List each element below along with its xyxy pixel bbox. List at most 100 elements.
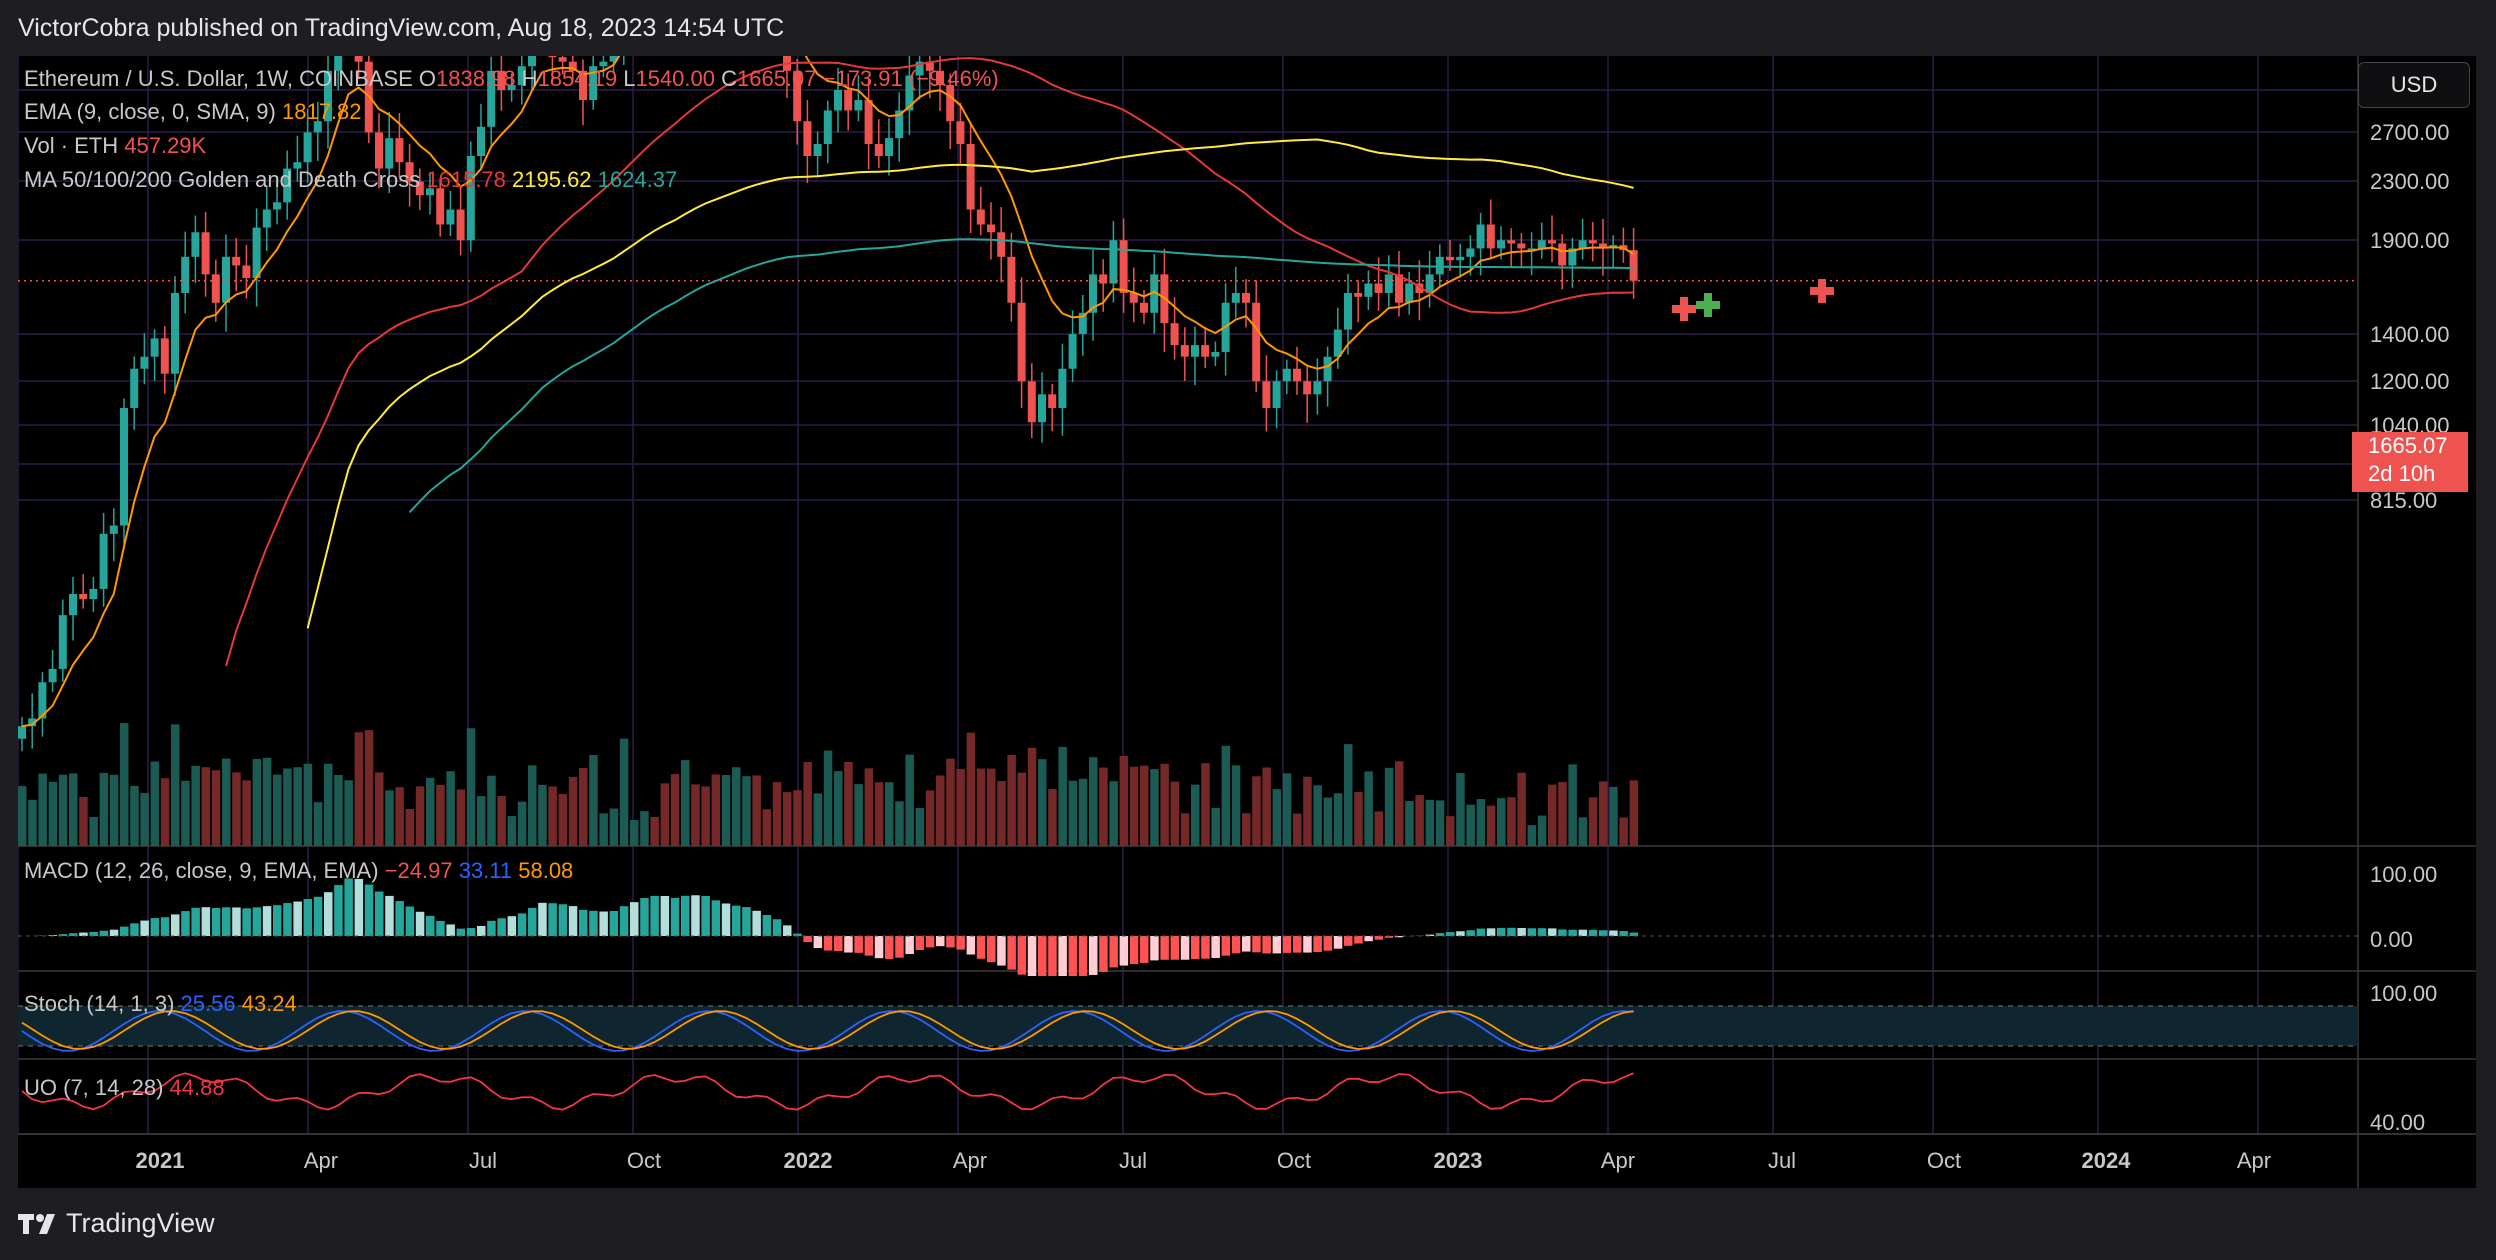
candle[interactable]: [997, 232, 1006, 257]
candle[interactable]: [1425, 274, 1434, 293]
candle[interactable]: [28, 718, 37, 727]
candle[interactable]: [905, 75, 914, 111]
candle[interactable]: [283, 168, 292, 203]
candle[interactable]: [874, 143, 883, 157]
candle[interactable]: [844, 90, 853, 111]
candle[interactable]: [466, 156, 475, 241]
candle[interactable]: [1150, 274, 1159, 313]
candle[interactable]: [1170, 323, 1179, 346]
chart-canvas[interactable]: Ethereum / U.S. Dollar, 1W, COINBASE O18…: [18, 56, 2476, 1188]
candle[interactable]: [1272, 381, 1281, 408]
candle[interactable]: [599, 61, 608, 67]
candle[interactable]: [1007, 256, 1016, 303]
candle[interactable]: [334, 56, 343, 71]
candle[interactable]: [1476, 224, 1485, 249]
candle[interactable]: [1344, 292, 1352, 330]
candle[interactable]: [1384, 274, 1393, 293]
candle[interactable]: [1558, 243, 1567, 266]
candle[interactable]: [99, 533, 108, 589]
candle[interactable]: [1354, 292, 1363, 297]
candle[interactable]: [79, 593, 88, 600]
candle[interactable]: [1497, 240, 1505, 249]
candle[interactable]: [1140, 302, 1148, 313]
currency-button[interactable]: USD: [2358, 62, 2470, 108]
candle[interactable]: [58, 615, 67, 669]
candle[interactable]: [18, 726, 26, 739]
candle[interactable]: [191, 232, 200, 257]
candle[interactable]: [558, 57, 567, 62]
candle[interactable]: [1405, 283, 1414, 303]
candle[interactable]: [1027, 381, 1036, 423]
candle[interactable]: [507, 85, 516, 90]
candle[interactable]: [456, 209, 465, 241]
candle[interactable]: [548, 56, 557, 58]
candle[interactable]: [854, 100, 863, 111]
candle[interactable]: [120, 407, 128, 526]
candle[interactable]: [1446, 256, 1454, 261]
candle[interactable]: [1109, 240, 1118, 284]
candle[interactable]: [140, 356, 149, 369]
candle[interactable]: [1099, 274, 1108, 284]
candle[interactable]: [568, 61, 577, 71]
candle[interactable]: [1262, 381, 1271, 408]
candle[interactable]: [1038, 394, 1046, 423]
candle[interactable]: [987, 224, 995, 233]
candle[interactable]: [324, 70, 332, 122]
candle[interactable]: [232, 256, 241, 266]
candle[interactable]: [864, 100, 873, 144]
candle[interactable]: [487, 70, 496, 127]
candle[interactable]: [1313, 381, 1322, 395]
candle[interactable]: [823, 110, 832, 144]
candle[interactable]: [436, 188, 445, 225]
candle[interactable]: [1588, 240, 1597, 244]
candle[interactable]: [1568, 248, 1577, 266]
candle[interactable]: [262, 209, 271, 228]
chart-area[interactable]: Ethereum / U.S. Dollar, 1W, COINBASE O18…: [18, 56, 2476, 1188]
candle[interactable]: [915, 61, 924, 76]
candle[interactable]: [589, 66, 598, 101]
candle[interactable]: [793, 70, 802, 122]
candle[interactable]: [1119, 240, 1128, 293]
candle[interactable]: [426, 188, 434, 196]
candle[interactable]: [1191, 345, 1199, 357]
candle[interactable]: [517, 66, 526, 86]
candle[interactable]: [354, 56, 363, 62]
candle[interactable]: [528, 56, 536, 67]
candle[interactable]: [813, 143, 822, 157]
candle[interactable]: [1333, 329, 1342, 357]
candle[interactable]: [303, 132, 312, 163]
candle[interactable]: [1323, 356, 1332, 382]
candle[interactable]: [1211, 352, 1220, 357]
candle[interactable]: [1537, 240, 1546, 249]
candle[interactable]: [1486, 224, 1495, 249]
candle[interactable]: [1527, 248, 1536, 251]
candle[interactable]: [273, 202, 281, 210]
candle[interactable]: [477, 126, 485, 157]
candle[interactable]: [936, 70, 944, 86]
candle[interactable]: [160, 338, 169, 374]
candle[interactable]: [109, 525, 118, 534]
candle[interactable]: [956, 121, 965, 144]
candle[interactable]: [1129, 292, 1138, 303]
candle[interactable]: [925, 61, 934, 71]
candle[interactable]: [171, 292, 179, 374]
footer-brand[interactable]: TradingView: [18, 1208, 215, 1239]
candle[interactable]: [1374, 283, 1383, 293]
candle[interactable]: [1415, 283, 1424, 293]
candle[interactable]: [385, 138, 394, 169]
candle[interactable]: [946, 85, 955, 122]
candle[interactable]: [1068, 333, 1077, 369]
candle[interactable]: [1180, 345, 1189, 357]
candle[interactable]: [1058, 368, 1067, 408]
candle[interactable]: [211, 274, 220, 303]
candle[interactable]: [1629, 250, 1638, 281]
candle[interactable]: [1578, 240, 1587, 249]
candle[interactable]: [252, 227, 261, 279]
candle[interactable]: [89, 588, 98, 600]
candle[interactable]: [130, 368, 139, 408]
candle[interactable]: [976, 209, 985, 225]
candle[interactable]: [69, 593, 77, 616]
candle[interactable]: [1599, 243, 1607, 249]
candle[interactable]: [395, 138, 404, 163]
candle[interactable]: [1089, 274, 1097, 313]
